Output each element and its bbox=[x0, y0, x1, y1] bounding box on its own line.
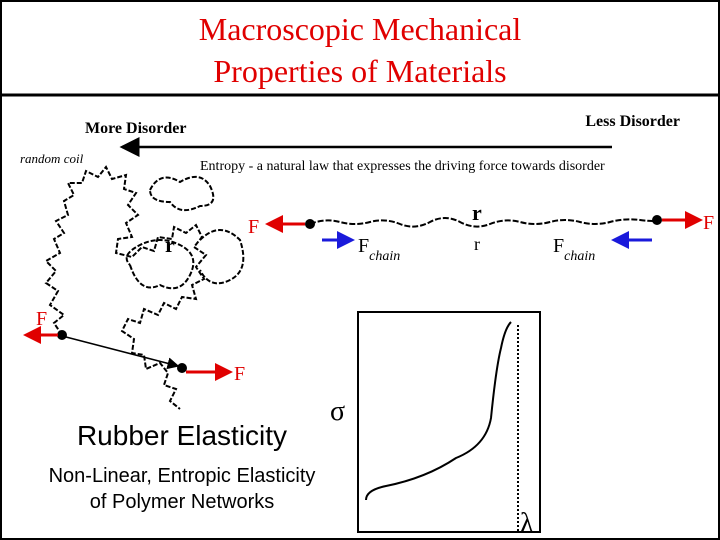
stretched-chain bbox=[309, 217, 661, 228]
summary-line: of Polymer Networks bbox=[90, 491, 275, 513]
less-disorder: Less Disorder bbox=[585, 113, 680, 130]
chain-end bbox=[652, 215, 662, 225]
chain-end bbox=[57, 330, 67, 340]
force-label: F bbox=[234, 363, 245, 385]
chain-force-subscript: chain bbox=[564, 249, 595, 264]
chain-end bbox=[305, 219, 315, 229]
stretched-r: r bbox=[472, 200, 482, 225]
stress-curve bbox=[365, 321, 512, 501]
summary-line: Non-Linear, Entropic Elasticity bbox=[49, 465, 316, 487]
force-label: F bbox=[36, 308, 47, 330]
entropy-caption: Entropy - a natural law that expresses t… bbox=[200, 159, 605, 174]
y-axis-label: σ bbox=[330, 396, 345, 427]
graph-frame bbox=[357, 311, 541, 533]
separation-r: r bbox=[474, 234, 480, 254]
chain-force-label: Fchain bbox=[358, 235, 400, 264]
coil-chain bbox=[44, 165, 208, 410]
random-coil: random coil bbox=[20, 151, 84, 166]
more-disorder: More Disorder bbox=[85, 120, 186, 137]
end-to-end-vector bbox=[65, 336, 180, 370]
force-label: F bbox=[703, 212, 714, 234]
chain-end bbox=[177, 363, 187, 373]
force-label: F bbox=[248, 216, 259, 238]
summary-heading: Rubber Elasticity bbox=[77, 420, 287, 451]
chain-force-label: Fchain bbox=[553, 235, 595, 264]
title: Macroscopic Mechanical bbox=[199, 11, 522, 47]
x-axis-label: λ bbox=[520, 508, 534, 539]
title: Properties of Materials bbox=[213, 53, 506, 89]
coil-r: r bbox=[165, 232, 175, 257]
chain-force-symbol: F bbox=[358, 235, 369, 257]
chain-force-symbol: F bbox=[553, 235, 564, 257]
chain-force-subscript: chain bbox=[369, 249, 400, 264]
coil-chain bbox=[125, 175, 245, 290]
